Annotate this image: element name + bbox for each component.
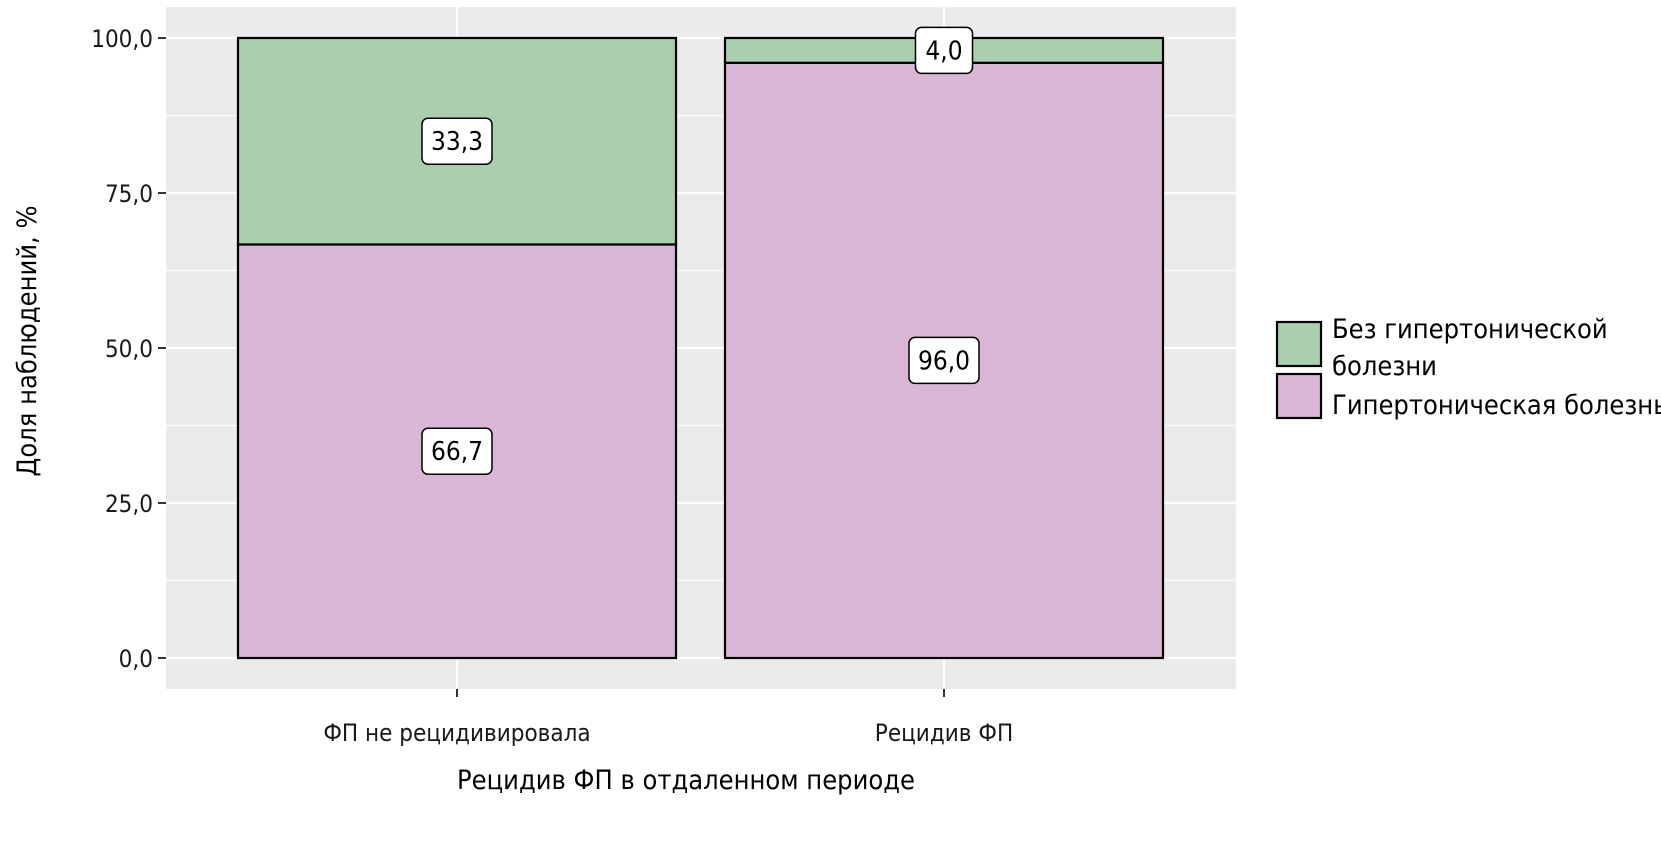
data-label: 96,0 xyxy=(918,346,970,376)
y-tick-label: 100,0 xyxy=(91,25,153,53)
data-label: 4,0 xyxy=(925,36,962,66)
y-tick-label: 50,0 xyxy=(105,335,153,363)
y-tick-label: 25,0 xyxy=(105,490,153,518)
x-axis-title: Рецидив ФП в отдаленном периоде xyxy=(457,765,915,796)
legend-label: болезни xyxy=(1332,351,1437,382)
data-label-box xyxy=(908,336,980,385)
y-tick-label: 0,0 xyxy=(119,645,153,673)
legend-label: Без гипертонической xyxy=(1332,314,1608,345)
legend-label: Гипертоническая болезнь xyxy=(1332,390,1661,421)
data-label-box xyxy=(421,427,493,475)
data-label-box xyxy=(914,26,974,75)
data-label: 66,7 xyxy=(431,437,483,467)
legend-key xyxy=(1275,320,1323,368)
axis-ticks: 0,0 25,0 50,0 75,0 100,0 ФП не рецидивировала… xyxy=(91,25,1013,747)
data-label-box xyxy=(421,117,493,165)
x-tick-label: Рецидив ФП xyxy=(875,719,1013,747)
data-label: 33,3 xyxy=(431,127,483,157)
legend: Без гипертонической болезни Гипертоническа… xyxy=(1275,314,1661,421)
legend-key xyxy=(1275,372,1323,420)
y-axis-title: Доля наблюдений, % xyxy=(12,205,43,476)
x-tick-label: ФП не рецидивировала xyxy=(323,719,590,747)
y-tick-label: 75,0 xyxy=(105,180,153,208)
data-labels: 66,7 33,3 96,0 4,0 xyxy=(421,26,980,475)
